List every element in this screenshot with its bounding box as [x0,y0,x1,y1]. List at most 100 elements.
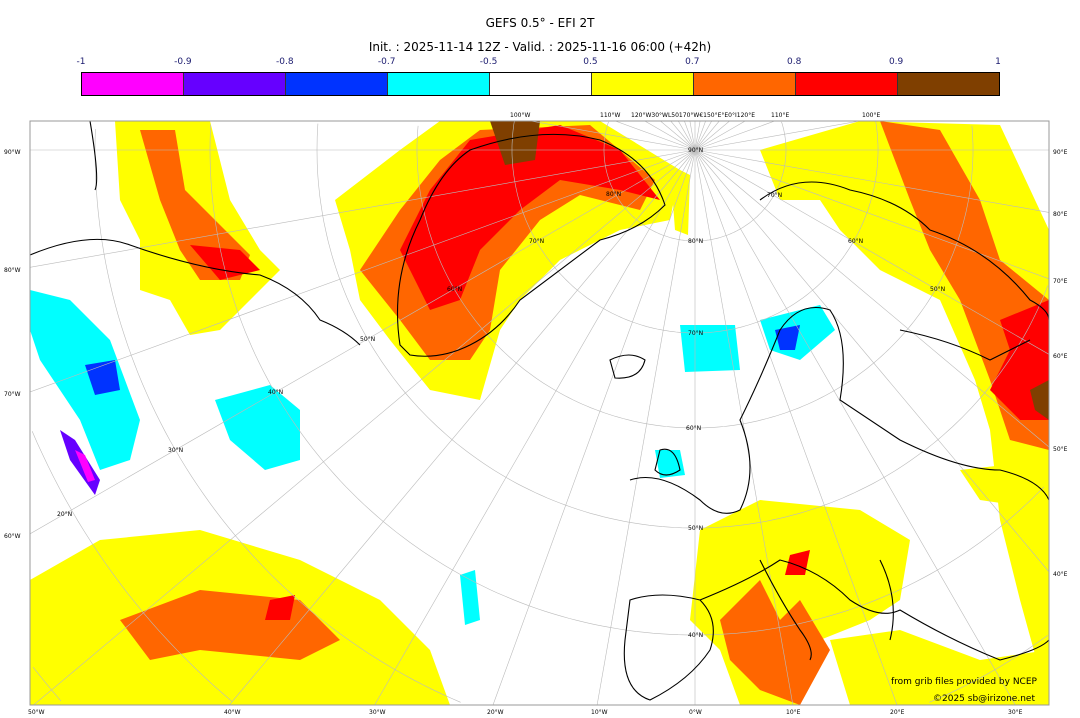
meridian-line [530,121,696,151]
colorbar-tick: 0.7 [685,57,700,67]
axis-label-left: 70°W [4,391,21,398]
latitude-label: 70°N [767,192,782,199]
meridian-line [694,121,860,151]
meridian-line [694,149,1049,573]
meridian-line [694,149,898,705]
axis-label-left: 60°W [4,533,21,540]
efi-anomaly-area [190,245,260,280]
meridian-line [30,149,696,535]
efi-anomaly-area [1030,380,1049,420]
axis-label-bottom: 0°W [689,709,702,716]
map-subtitle: Init. : 2025-11-14 12Z - Valid. : 2025-1… [368,40,712,54]
meridian-line [229,149,696,705]
efi-anomaly-area [400,125,660,310]
meridian-line [694,149,1049,280]
colorbar-swatch [82,73,184,95]
coastline [396,133,666,357]
colorbar-swatch [898,73,999,95]
meridian-line [694,121,775,151]
latitude-label: 70°N [529,238,544,245]
coastline [89,121,98,191]
efi-anomaly-area [775,325,800,350]
meridian-line [492,149,696,705]
axis-label-bottom: 30°E [1008,709,1023,716]
axis-label-right: 40°E [1053,571,1068,578]
latitude-label: 80°N [606,191,621,198]
meridian-line [689,121,696,151]
latitude-label: 20°N [57,511,72,518]
axis-label-bottom: 40°W [224,709,241,716]
latitude-circle [316,123,1049,529]
axis-label-right: 70°E [1053,278,1068,285]
latitude-label: 50°N [360,336,375,343]
coastline [879,559,894,641]
colorbar-tick: -0.5 [479,57,498,67]
efi-anomaly-area [30,290,140,470]
meridian-line [670,121,696,151]
map-frame [29,120,1050,706]
efi-anomaly-area [265,595,295,620]
axis-label-right: 60°E [1053,353,1068,360]
map-title: GEFS 0.5° - EFI 2T [485,16,595,30]
latitude-label: 60°N [447,286,462,293]
efi-anomaly-area [670,165,690,235]
meridian-line [694,149,1049,448]
latitude-circle [511,121,879,334]
axis-label-bottom: 10°E [786,709,801,716]
efi-anomaly-area [140,130,250,280]
efi-anomaly-area [720,580,830,705]
axis-label-right: 80°E [1053,211,1068,218]
latitude-circle [94,129,1048,703]
colorbar-tick: 0.9 [888,57,904,67]
colorbar-swatch [490,73,592,95]
meridian-line [684,121,696,151]
coastline [759,559,812,661]
colorbar-swatch [286,73,388,95]
latitude-label: 30°N [168,447,183,454]
colorbar-swatch [388,73,490,95]
efi-anomaly-area [960,460,1049,510]
axis-label-right: 50°E [1053,446,1068,453]
meridian-line [694,121,701,151]
coastline [899,329,1031,361]
latitude-circle [32,667,62,702]
meridian-line [660,121,696,151]
efi-anomaly-area [75,450,95,482]
meridian-line [694,149,1049,355]
efi-anomaly-area [460,570,480,625]
axis-label-bottom: 50°W [28,709,45,716]
colorbar-tick: -1 [76,57,86,67]
meridian-line [694,149,1049,213]
meridian-line [694,121,712,151]
latitude-label: 40°N [688,632,703,639]
axis-label-bottom: 20°W [487,709,504,716]
meridian-line [694,121,746,151]
coastline [759,181,1049,321]
coastline [654,448,681,476]
axis-label-left: 90°W [4,149,21,156]
copyright: ©2025 sb@irizone.net [933,694,1035,704]
efi-anomaly-area [830,630,1049,705]
axis-label-top: 110°W [600,112,621,119]
meridian-line [694,121,706,151]
axis-label-top: 110°E [771,112,790,119]
efi-anomaly-area [490,121,540,165]
colorbar-tick: -0.9 [174,57,192,67]
latitude-label: 50°N [688,525,703,532]
latitude-circle [416,125,974,429]
axis-label-bottom: 30°W [369,709,386,716]
latitude-label: 70°N [688,330,703,337]
meridian-line [694,149,794,705]
meridian-line [644,121,696,151]
colorbar-tick: -0.8 [275,57,294,67]
colorbar-swatch [694,73,796,95]
latitude-label: 60°N [848,238,863,245]
axis-label-right: 90°E [1053,149,1068,156]
latitude-label: 80°N [688,238,703,245]
latitude-circle [209,124,1045,636]
coastline [629,306,1049,514]
efi-anomaly-area [215,385,300,470]
colorbar-swatch [184,73,286,95]
colorbar-swatch [592,73,694,95]
colorbar [81,72,1000,96]
